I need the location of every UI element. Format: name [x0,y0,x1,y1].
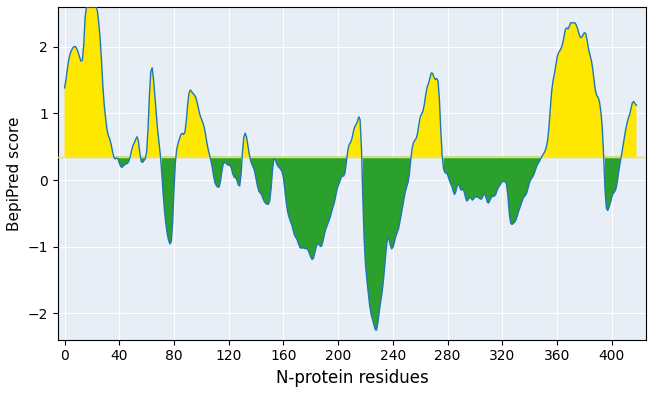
Y-axis label: BepiPred score: BepiPred score [7,116,22,230]
X-axis label: N-protein residues: N-protein residues [276,369,428,387]
